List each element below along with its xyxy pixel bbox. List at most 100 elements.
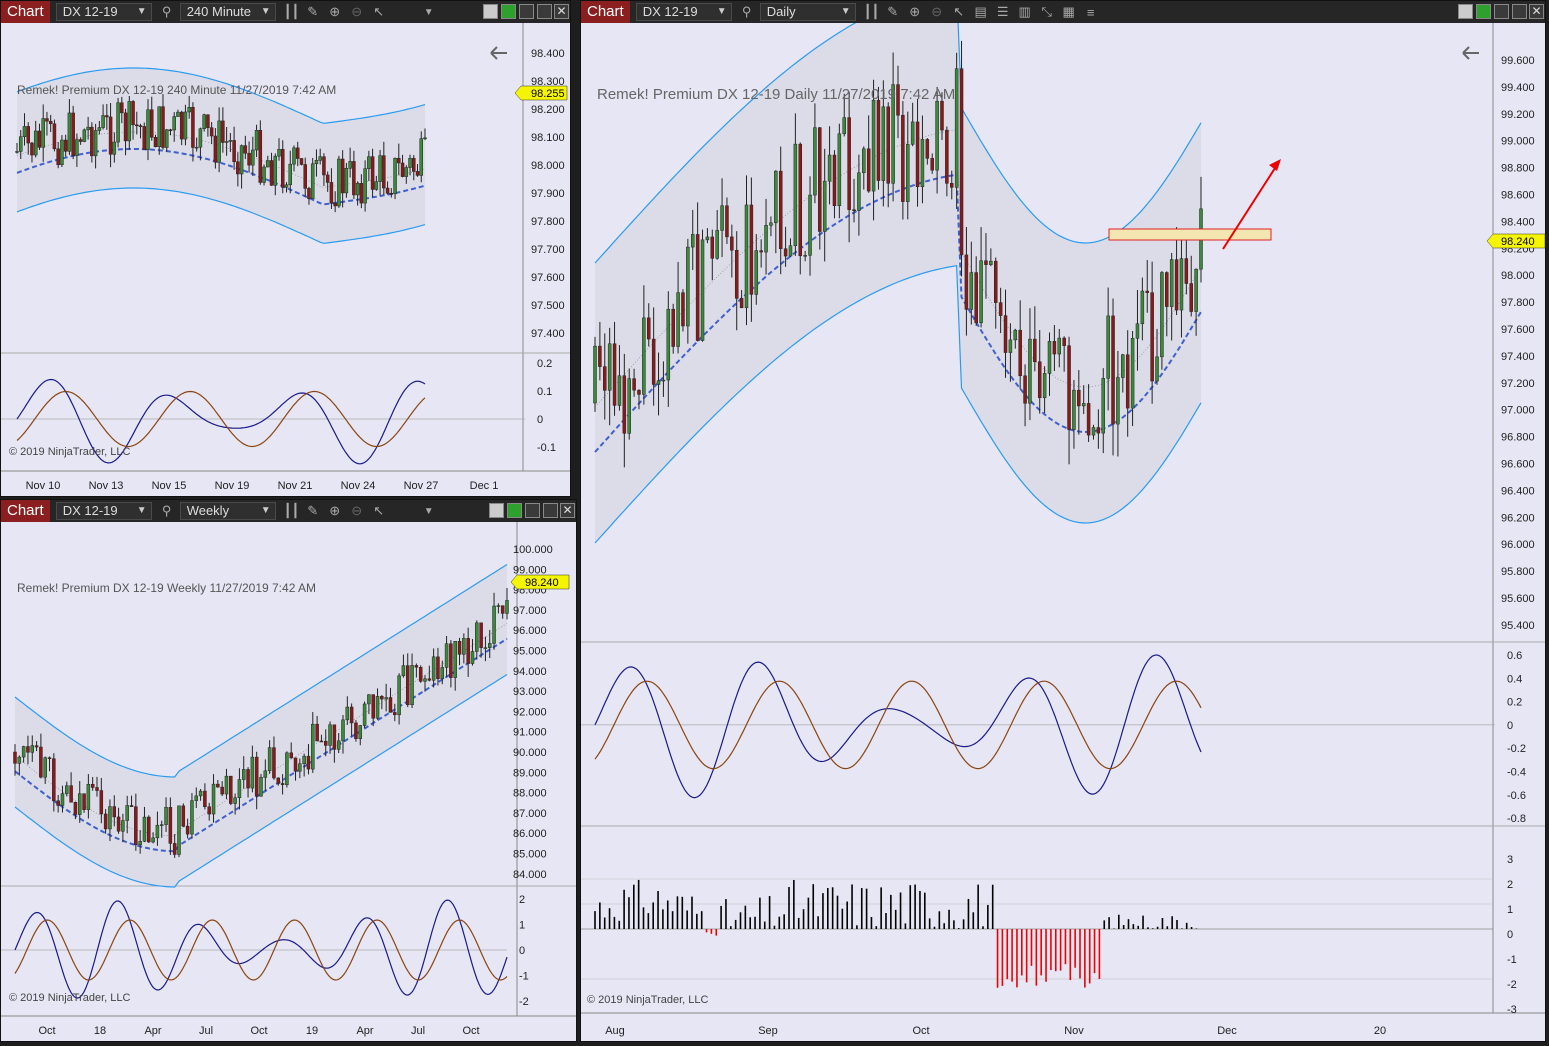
zoom-out-icon[interactable]: ⊖ [351, 4, 363, 19]
window-maximize-button[interactable] [525, 503, 540, 518]
candle-body [744, 204, 749, 309]
window-link-button[interactable] [507, 503, 522, 518]
candle-body [217, 120, 221, 163]
window-maximize-button[interactable] [519, 4, 534, 19]
osc-axis-label: 0.4 [1507, 673, 1522, 685]
price-axis-label: 99.200 [1501, 109, 1535, 121]
zoom-in-icon[interactable]: ⊕ [909, 4, 921, 19]
instrument-select[interactable]: DX 12-19 ▼ [635, 3, 732, 21]
candle-body [1033, 338, 1037, 362]
drawing-tool-icon[interactable]: ✎ [307, 4, 319, 19]
candle-body [216, 783, 220, 788]
candle-body [418, 666, 423, 682]
window-restore-button[interactable] [1458, 4, 1473, 19]
chart-toolbar: Chart DX 12-19 ▼ ⚲ Weekly ▼ ┃┃ ✎ ⊕ ⊖ ↖ ▼ ✕ [1, 500, 576, 522]
candle-body [1067, 345, 1071, 430]
plot-area[interactable]: 100.000 99.000 98.000 97.000 96.000 95.000 94.… [1, 522, 576, 1041]
candle-body [285, 752, 289, 785]
candle-body [232, 140, 236, 162]
window-link-button[interactable] [501, 4, 516, 19]
price-axis-label: 98.400 [1501, 216, 1535, 228]
time-axis-label: 19 [306, 1025, 318, 1037]
hist-axis-label: -1 [1507, 954, 1517, 966]
pointer-icon[interactable]: ↖ [373, 4, 385, 19]
window-restore-button[interactable] [483, 4, 498, 19]
candle-body [288, 163, 292, 186]
candle-body [63, 139, 68, 152]
price-axis-label: 97.700 [531, 244, 565, 256]
list-icon[interactable]: ≡ [1086, 4, 1095, 20]
candle-body [323, 740, 328, 746]
strategies-icon[interactable]: ⤡ [1041, 4, 1052, 19]
bar-type-icon[interactable]: ┃┃ [283, 503, 300, 518]
lower-band-line [16, 187, 426, 244]
indicators-icon[interactable]: ▦ [1062, 4, 1075, 19]
candle-body [414, 665, 419, 668]
chart-tab[interactable]: Chart [1, 500, 50, 522]
window-restore-button[interactable] [489, 503, 504, 518]
back-arrow-icon[interactable] [490, 46, 507, 60]
candle-body [258, 130, 263, 183]
data-box-icon[interactable]: ▤ [974, 4, 987, 19]
drawing-tool-icon[interactable]: ✎ [887, 4, 899, 19]
back-arrow-icon[interactable] [1462, 46, 1479, 60]
time-axis-label: 18 [94, 1025, 106, 1037]
candle-body [319, 740, 324, 743]
bar-type-icon[interactable]: ┃┃ [863, 4, 880, 19]
plot-area[interactable]: 99.600 99.400 99.200 99.000 98.800 98.600 98.4… [581, 0, 1546, 1041]
drawing-tool-icon[interactable]: ✎ [307, 503, 319, 518]
window-minimize-button[interactable] [543, 503, 558, 518]
search-icon[interactable]: ⚲ [161, 503, 172, 518]
candle-body [979, 260, 983, 324]
candle-body [93, 130, 98, 157]
window-minimize-button[interactable] [1512, 4, 1527, 19]
candle-body [355, 183, 360, 196]
window-link-button[interactable] [1476, 4, 1491, 19]
bar-type-icon[interactable]: ┃┃ [283, 4, 300, 19]
candle-body [310, 163, 315, 199]
plot-area[interactable]: 98.400 98.300 98.200 98.100 98.000 97.900 97.8… [1, 23, 570, 496]
instrument-select[interactable]: DX 12-19 ▼ [55, 3, 152, 21]
candle-body [179, 111, 184, 140]
candle-body [267, 747, 272, 772]
candle-body [229, 775, 233, 804]
search-icon[interactable]: ⚲ [741, 4, 752, 19]
period-select[interactable]: Daily ▼ [759, 3, 856, 21]
period-select[interactable]: 240 Minute ▼ [179, 3, 276, 21]
instrument-select[interactable]: DX 12-19 ▼ [55, 502, 152, 520]
price-axis-label: 92.000 [513, 706, 547, 718]
chart-label: Remek! Premium DX 12-19 240 Minute 11/27… [17, 83, 336, 97]
candle-body [404, 167, 409, 177]
candle-body [412, 158, 416, 172]
candle-body [33, 130, 38, 156]
properties-icon[interactable]: ▥ [1018, 4, 1031, 19]
pointer-icon[interactable]: ↖ [953, 4, 965, 19]
window-maximize-button[interactable] [1494, 4, 1509, 19]
search-icon[interactable]: ⚲ [161, 4, 172, 19]
chart-tab[interactable]: Chart [581, 1, 630, 23]
zoom-in-icon[interactable]: ⊕ [329, 503, 341, 518]
window-close-button[interactable]: ✕ [1529, 4, 1544, 19]
time-axis-label: Jul [411, 1025, 425, 1037]
templates-icon[interactable]: ☰ [996, 4, 1009, 19]
candle-body [415, 171, 420, 176]
chart-window-daily: Chart DX 12-19 ▼ ⚲ Daily ▼ ┃┃ ✎ ⊕ ⊖ ↖ ▤ ☰ … [580, 0, 1546, 1042]
candle-body [993, 260, 998, 303]
period-select[interactable]: Weekly ▼ [179, 502, 276, 520]
dropdown-icon[interactable]: ▼ [423, 6, 434, 18]
window-close-button[interactable]: ✕ [560, 503, 575, 518]
window-close-button[interactable]: ✕ [554, 4, 569, 19]
candle-body [21, 746, 26, 758]
price-axis-label: 95.400 [1501, 620, 1535, 632]
candle-body [1174, 259, 1179, 311]
window-minimize-button[interactable] [537, 4, 552, 19]
chart-tab[interactable]: Chart [1, 1, 50, 23]
zoom-out-icon[interactable]: ⊖ [931, 4, 943, 19]
hist-axis-label: 3 [1507, 854, 1513, 866]
zoom-out-icon[interactable]: ⊖ [351, 503, 363, 518]
candle-body [401, 665, 406, 677]
dropdown-icon[interactable]: ▼ [423, 505, 434, 517]
price-axis-label: 97.600 [1501, 324, 1535, 336]
zoom-in-icon[interactable]: ⊕ [329, 4, 341, 19]
pointer-icon[interactable]: ↖ [373, 503, 385, 518]
